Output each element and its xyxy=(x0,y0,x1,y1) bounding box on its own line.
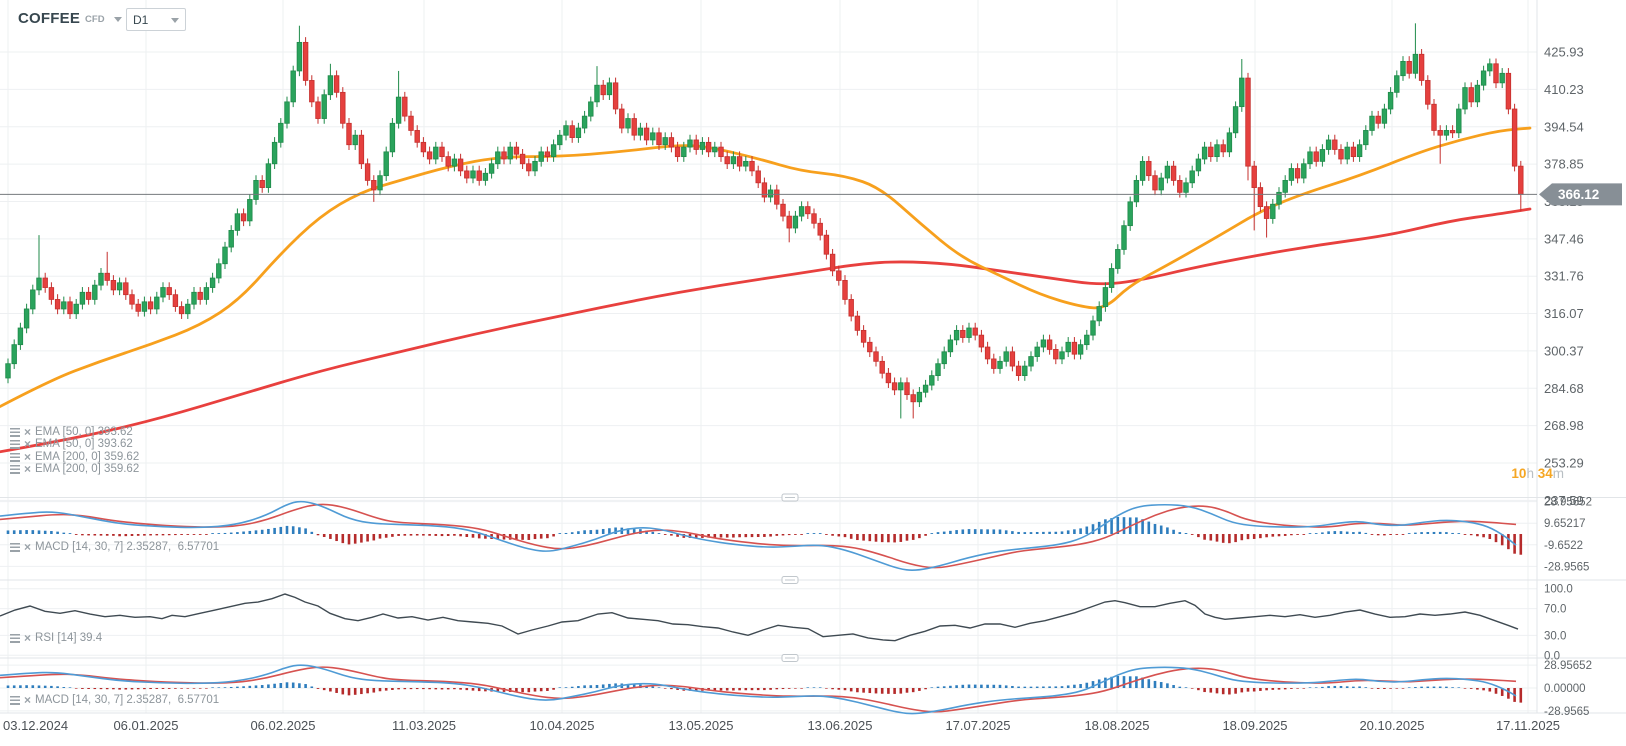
time-axis[interactable]: 03.12.2024 06.01.2025 06.02.2025 11.03.2025… xyxy=(3,718,1560,733)
indicator-label-macd2: × MACD [14, 30, 7] 2.35287, 6.57701 xyxy=(10,694,219,706)
current-price-badge: 366.12 xyxy=(1539,183,1622,206)
indicator-label-ema50: × EMA [50, 0] 393.62 xyxy=(10,426,133,438)
svg-text:13.06.2025: 13.06.2025 xyxy=(807,718,872,733)
close-icon[interactable]: × xyxy=(24,539,32,554)
indicator-settings-icon[interactable] xyxy=(10,695,20,705)
indicator-settings-icon[interactable] xyxy=(10,452,20,462)
indicator-settings-icon[interactable] xyxy=(10,464,20,474)
indicator-label-macd: × MACD [14, 30, 7] 2.35287, 6.57701 xyxy=(10,541,219,553)
svg-text:300.37: 300.37 xyxy=(1544,343,1584,358)
indicator-label-ema50b: × EMA [50, 0] 393.62 xyxy=(10,438,133,450)
svg-text:28.95652: 28.95652 xyxy=(1544,497,1592,509)
ema200-line xyxy=(0,207,1532,454)
indicator-label-text: MACD [14, 30, 7] 2.35287, 6.57701 xyxy=(35,694,220,706)
indicator-label-rsi: × RSI [14] 39.4 xyxy=(10,632,102,644)
close-icon[interactable]: × xyxy=(24,449,32,464)
indicator-settings-icon[interactable] xyxy=(10,439,20,449)
candle-countdown-timer: 10h 34m xyxy=(1511,466,1564,481)
macd-line xyxy=(0,664,1517,715)
svg-text:237.59: 237.59 xyxy=(1544,493,1584,508)
macd-panel xyxy=(0,500,1523,571)
indicator-label-text: EMA [50, 0] 393.62 xyxy=(35,426,133,438)
svg-text:316.07: 316.07 xyxy=(1544,306,1584,321)
svg-text:28.95652: 28.95652 xyxy=(1544,660,1592,672)
countdown-hours: 10 xyxy=(1511,466,1527,481)
svg-text:378.85: 378.85 xyxy=(1544,157,1584,172)
svg-text:425.93: 425.93 xyxy=(1544,45,1584,60)
svg-text:253.29: 253.29 xyxy=(1544,455,1584,470)
chevron-down-icon[interactable] xyxy=(113,17,122,22)
indicator-label-text: EMA [50, 0] 393.62 xyxy=(35,438,133,450)
svg-text:410.23: 410.23 xyxy=(1544,82,1584,97)
chevron-down-icon[interactable] xyxy=(171,18,179,23)
timeframe-value: D1 xyxy=(133,12,149,27)
candlestick-series xyxy=(5,23,1524,419)
svg-text:30.0: 30.0 xyxy=(1544,630,1566,642)
close-icon[interactable]: × xyxy=(24,630,32,645)
svg-text:394.54: 394.54 xyxy=(1544,119,1584,134)
svg-text:268.98: 268.98 xyxy=(1544,418,1584,433)
svg-text:331.76: 331.76 xyxy=(1544,269,1584,284)
svg-text:17.11.2025: 17.11.2025 xyxy=(1496,718,1560,733)
svg-text:100.0: 100.0 xyxy=(1544,584,1573,596)
indicator-settings-icon[interactable] xyxy=(10,542,20,552)
svg-text:18.09.2025: 18.09.2025 xyxy=(1222,718,1287,733)
indicator-label-text: RSI [14] 39.4 xyxy=(35,632,103,644)
symbol-selector[interactable]: COFFEE CFD xyxy=(18,10,122,27)
indicator-label-text: EMA [200, 0] 359.62 xyxy=(35,451,140,463)
indicator-settings-icon[interactable] xyxy=(10,427,20,437)
svg-text:11.03.2025: 11.03.2025 xyxy=(392,718,456,733)
macd-line xyxy=(0,500,1517,571)
ema50-line xyxy=(0,126,1532,408)
svg-text:03.12.2024: 03.12.2024 xyxy=(3,718,68,733)
symbol-name: COFFEE xyxy=(18,10,81,27)
instrument-type-badge: CFD xyxy=(85,14,105,25)
svg-text:-28.9565: -28.9565 xyxy=(1544,706,1589,718)
svg-text:70.0: 70.0 xyxy=(1544,604,1566,616)
svg-text:13.05.2025: 13.05.2025 xyxy=(668,718,733,733)
svg-text:347.46: 347.46 xyxy=(1544,231,1584,246)
svg-text:17.07.2025: 17.07.2025 xyxy=(945,718,1010,733)
svg-text:284.68: 284.68 xyxy=(1544,381,1584,396)
svg-text:-9.6522: -9.6522 xyxy=(1544,540,1583,552)
price-axis[interactable]: 425.93410.23394.54378.85363.15347.46331.… xyxy=(1544,45,1592,718)
countdown-minutes: 34 xyxy=(1537,466,1553,481)
rsi-line xyxy=(0,593,1519,642)
svg-text:20.10.2025: 20.10.2025 xyxy=(1359,718,1424,733)
close-icon[interactable]: × xyxy=(24,692,32,707)
svg-text:0.00000: 0.00000 xyxy=(1544,683,1586,695)
svg-text:06.02.2025: 06.02.2025 xyxy=(250,718,315,733)
svg-text:0.0: 0.0 xyxy=(1544,650,1560,662)
timeframe-dropdown[interactable]: D1 xyxy=(126,8,186,31)
svg-text:10.04.2025: 10.04.2025 xyxy=(529,718,594,733)
svg-text:-28.9565: -28.9565 xyxy=(1544,561,1589,573)
svg-text:9.65217: 9.65217 xyxy=(1544,518,1586,530)
close-icon[interactable]: × xyxy=(24,436,32,451)
indicator-label-ema200: × EMA [200, 0] 359.62 xyxy=(10,451,139,463)
close-icon[interactable]: × xyxy=(24,461,32,476)
macd-panel-2 xyxy=(0,664,1523,715)
indicator-label-ema200b: × EMA [200, 0] 359.62 xyxy=(10,463,139,475)
panel-separators[interactable] xyxy=(0,0,1626,714)
svg-text:366.12: 366.12 xyxy=(1558,187,1599,202)
indicator-settings-icon[interactable] xyxy=(10,633,20,643)
svg-text:18.08.2025: 18.08.2025 xyxy=(1084,718,1149,733)
indicator-label-text: MACD [14, 30, 7] 2.35287, 6.57701 xyxy=(35,541,220,553)
close-icon[interactable]: × xyxy=(24,424,32,439)
grid-lines xyxy=(0,0,1537,713)
svg-text:06.01.2025: 06.01.2025 xyxy=(113,718,178,733)
indicator-label-text: EMA [200, 0] 359.62 xyxy=(35,463,140,475)
